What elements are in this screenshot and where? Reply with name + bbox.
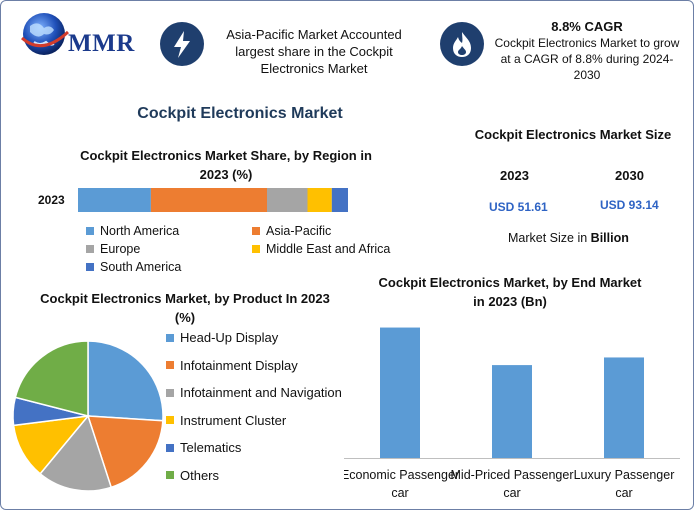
- legend-swatch: [166, 416, 174, 424]
- pie-slice-infotainment-and-navigation: [39, 414, 113, 492]
- product-legend-item: Others: [166, 468, 219, 483]
- cagr-text: Cockpit Electronics Market to grow at a …: [494, 36, 680, 82]
- x-tick-label: Mid-Priced Passenger car: [451, 468, 574, 500]
- region-bar-south-america: [331, 188, 348, 212]
- product-legend-item: Infotainment Display: [166, 358, 298, 373]
- flame-icon: [440, 22, 484, 66]
- pie-slice-infotainment-display: [86, 415, 164, 489]
- bar-economic-passenger-car: [380, 327, 420, 458]
- market-size-2023: USD 51.61: [489, 200, 548, 214]
- year-2030-label: 2030: [615, 168, 644, 183]
- legend-swatch: [166, 471, 174, 479]
- market-size-note: Market Size in Billion: [508, 231, 629, 245]
- product-legend-item: Telematics: [166, 440, 241, 455]
- region-bar-middle-east-and-africa: [307, 188, 332, 212]
- legend-label: Europe: [100, 242, 141, 256]
- region-bar-asia-pacific: [150, 188, 267, 212]
- legend-label: Infotainment and Navigation: [180, 385, 342, 400]
- region-legend-item: Middle East and Africa: [252, 242, 390, 256]
- product-legend: Head-Up Display Infotainment Display Infot…: [166, 330, 356, 494]
- cagr-title: 8.8% CAGR: [551, 19, 623, 34]
- region-legend-item: Asia-Pacific: [252, 224, 331, 238]
- legend-swatch: [86, 227, 94, 235]
- legend-label: Middle East and Africa: [266, 242, 391, 256]
- logo-text: MMR: [68, 30, 135, 57]
- legend-label: Others: [180, 467, 220, 483]
- pie-slice-others: [14, 340, 89, 417]
- region-chart-title: Cockpit Electronics Market Share, by Reg…: [80, 148, 372, 182]
- x-tick-label: Luxury Passenger car: [574, 468, 675, 500]
- legend-swatch: [252, 227, 260, 235]
- region-year-label: 2023: [38, 193, 65, 207]
- brand-logo: [16, 10, 141, 62]
- product-pie-chart: [12, 340, 164, 492]
- legend-swatch: [86, 263, 94, 271]
- region-legend-item: South America: [86, 260, 181, 274]
- legend-label: South America: [100, 260, 182, 274]
- product-legend-item: Head-Up Display: [166, 330, 278, 345]
- x-tick-label: Economic Passenger car: [344, 468, 459, 500]
- product-legend-item: Instrument Cluster: [166, 413, 286, 428]
- region-stacked-bar: [78, 188, 348, 212]
- legend-label: Instrument Cluster: [180, 412, 287, 428]
- year-2023-label: 2023: [500, 168, 529, 183]
- legend-swatch: [86, 245, 94, 253]
- legend-label: North America: [100, 224, 180, 238]
- pie-slice-head-up-display: [87, 340, 164, 422]
- apac-share-text: Asia-Pacific Market Accounted largest sh…: [226, 27, 402, 76]
- legend-swatch: [166, 333, 174, 342]
- market-size-note-prefix: Market Size in: [508, 231, 591, 245]
- bar-luxury-passenger-car: [604, 357, 644, 458]
- region-bar-north-america: [78, 188, 151, 212]
- globe-icon: [20, 13, 70, 55]
- legend-label: Infotainment Display: [180, 357, 298, 373]
- market-size-note-unit: Billion: [590, 231, 629, 245]
- region-legend: North America Asia-Pacific Europe Middle Ea…: [86, 224, 406, 278]
- product-chart-title: Cockpit Electronics Market, by Product I…: [40, 291, 330, 325]
- market-size-title: Cockpit Electronics Market Size: [474, 127, 672, 142]
- legend-swatch: [252, 245, 260, 253]
- region-bar-europe: [267, 188, 308, 212]
- legend-label: Head-Up Display: [180, 330, 279, 345]
- bar-mid-priced-passenger-car: [492, 365, 532, 458]
- main-title: Cockpit Electronics Market: [137, 105, 343, 122]
- legend-swatch: [166, 388, 174, 397]
- product-legend-item: Infotainment and Navigation: [166, 385, 342, 400]
- lightning-icon: [160, 22, 204, 66]
- market-size-2030: USD 93.14: [600, 198, 659, 212]
- legend-label: Telematics: [180, 440, 242, 455]
- end-market-chart-title: Cockpit Electronics Market, by End Marke…: [378, 275, 642, 309]
- region-legend-item: Europe: [86, 242, 140, 256]
- region-legend-item: North America: [86, 224, 179, 238]
- legend-swatch: [166, 361, 174, 369]
- legend-swatch: [166, 443, 174, 452]
- legend-label: Asia-Pacific: [266, 224, 332, 238]
